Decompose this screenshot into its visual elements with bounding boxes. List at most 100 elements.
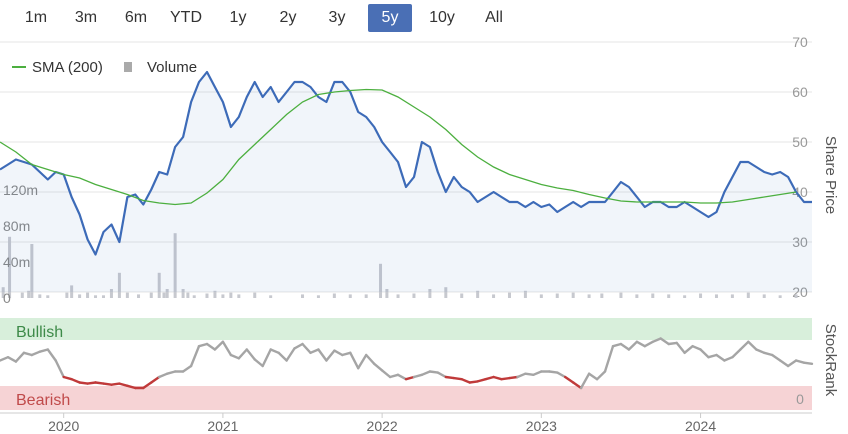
volume-bar <box>476 290 480 298</box>
volume-bar <box>94 295 98 298</box>
stockrank-segment <box>595 370 607 381</box>
stockrank-bearish-segment <box>94 381 105 385</box>
volume-bar <box>181 289 185 298</box>
stockrank-segment <box>794 359 806 364</box>
range-button-1m[interactable]: 1m <box>24 9 48 26</box>
stockrank-segment <box>253 358 264 368</box>
stockrank-segment <box>420 370 432 376</box>
stockrank-bearish-segment <box>484 375 495 381</box>
stockrank-bearish-segment <box>142 381 153 390</box>
price-tick-label: 50 <box>792 134 808 150</box>
price-tick-label: 30 <box>792 234 808 250</box>
stockrank-segment <box>516 372 527 379</box>
stockrank-bearish-segment <box>572 381 583 390</box>
volume-bar <box>70 285 74 298</box>
stockrank-segment <box>627 340 639 351</box>
stockrank-segment <box>739 340 750 351</box>
range-button-10y[interactable]: 10y <box>429 9 455 26</box>
stockrank-segment <box>30 350 41 357</box>
volume-bar <box>492 294 496 298</box>
stockrank-segment <box>309 348 320 354</box>
range-button-ytd[interactable]: YTD <box>170 9 202 26</box>
volume-bar <box>762 294 766 298</box>
stockrank-bearish-segment <box>452 376 463 381</box>
volume-tick-label: 0 <box>3 290 11 306</box>
x-tick-label: 2021 <box>207 418 238 434</box>
stockrank-bearish-segment <box>118 382 129 387</box>
range-button-6m[interactable]: 6m <box>124 9 148 26</box>
range-button-5y[interactable]: 5y <box>368 4 412 32</box>
volume-bar <box>539 294 543 298</box>
stockrank-segment <box>0 356 10 362</box>
stockrank-segment <box>301 342 312 354</box>
stockrank-bearish-segment <box>476 378 487 383</box>
volume-bar <box>600 293 604 298</box>
stockrank-bearish-segment <box>500 376 511 381</box>
volume-bar <box>635 294 639 298</box>
stockrank-segment <box>643 340 654 348</box>
range-button-3y[interactable]: 3y <box>328 9 346 26</box>
volume-bar <box>65 292 69 298</box>
stockrank-segment <box>556 371 567 379</box>
volume-bar <box>730 294 734 298</box>
stockrank-segment <box>651 337 662 343</box>
stockrank-segment <box>181 364 193 373</box>
stockrank-segment <box>14 351 26 363</box>
stockrank-segment <box>388 373 400 379</box>
bullish-band <box>0 318 812 340</box>
stockrank-segment <box>747 340 758 351</box>
stockrank-bearish-segment <box>460 378 471 384</box>
stockrank-bearish-segment <box>62 375 73 381</box>
volume-bar <box>125 292 129 298</box>
volume-bar <box>348 294 352 298</box>
stockrank-bearish-segment <box>564 375 575 384</box>
volume-bar <box>20 292 24 298</box>
price-tick-label: 70 <box>792 34 808 50</box>
stockrank-segment <box>683 345 694 354</box>
stockrank-bearish-segment <box>126 384 137 390</box>
x-tick-label: 2022 <box>367 418 398 434</box>
stockrank-segment <box>285 347 296 362</box>
stockrank-segment <box>325 349 336 362</box>
volume-bar <box>192 295 196 298</box>
stockrank-bearish-segment <box>492 375 503 381</box>
stockrank-segment <box>357 353 368 370</box>
stockrank-segment <box>428 370 439 374</box>
stockrank-segment <box>691 345 702 351</box>
stockrank-bearish-segment <box>86 381 97 385</box>
volume-bar <box>205 293 209 298</box>
stockrank-segment <box>221 340 233 357</box>
x-tick-label: 2024 <box>685 418 716 434</box>
volume-bar <box>117 272 121 298</box>
volume-bar <box>699 293 703 298</box>
range-button-2y[interactable]: 2y <box>279 9 297 26</box>
volume-tick-label: 40m <box>3 254 30 270</box>
volume-bar <box>301 294 305 298</box>
volume-bar <box>385 289 389 298</box>
stockrank-segment <box>373 362 384 372</box>
range-button-3m[interactable]: 3m <box>74 9 98 26</box>
volume-bar <box>27 290 31 298</box>
volume-bar <box>396 294 400 298</box>
volume-bar <box>46 295 50 298</box>
stockrank-bearish-segment <box>150 375 161 384</box>
volume-bar <box>173 233 177 298</box>
stockrank-segment <box>548 370 559 374</box>
range-button-all[interactable]: All <box>485 9 503 26</box>
stockrank-bearish-segment <box>70 378 81 384</box>
stockrank-segment <box>293 342 304 350</box>
volume-bar <box>1 287 5 298</box>
x-tick-label: 2020 <box>48 418 79 434</box>
volume-bar <box>162 292 166 298</box>
stockrank-segment <box>189 345 201 368</box>
stockrank-segment <box>245 348 256 361</box>
volume-bar <box>332 293 336 298</box>
volume-bar <box>364 294 368 298</box>
stockrank-segment <box>269 348 280 354</box>
volume-bar <box>683 295 687 298</box>
stockrank-axis-title: StockRank <box>822 324 839 397</box>
volume-bar <box>186 292 190 298</box>
range-button-1y[interactable]: 1y <box>229 9 247 26</box>
stockrank-segment <box>659 337 670 346</box>
volume-bar <box>8 236 12 298</box>
